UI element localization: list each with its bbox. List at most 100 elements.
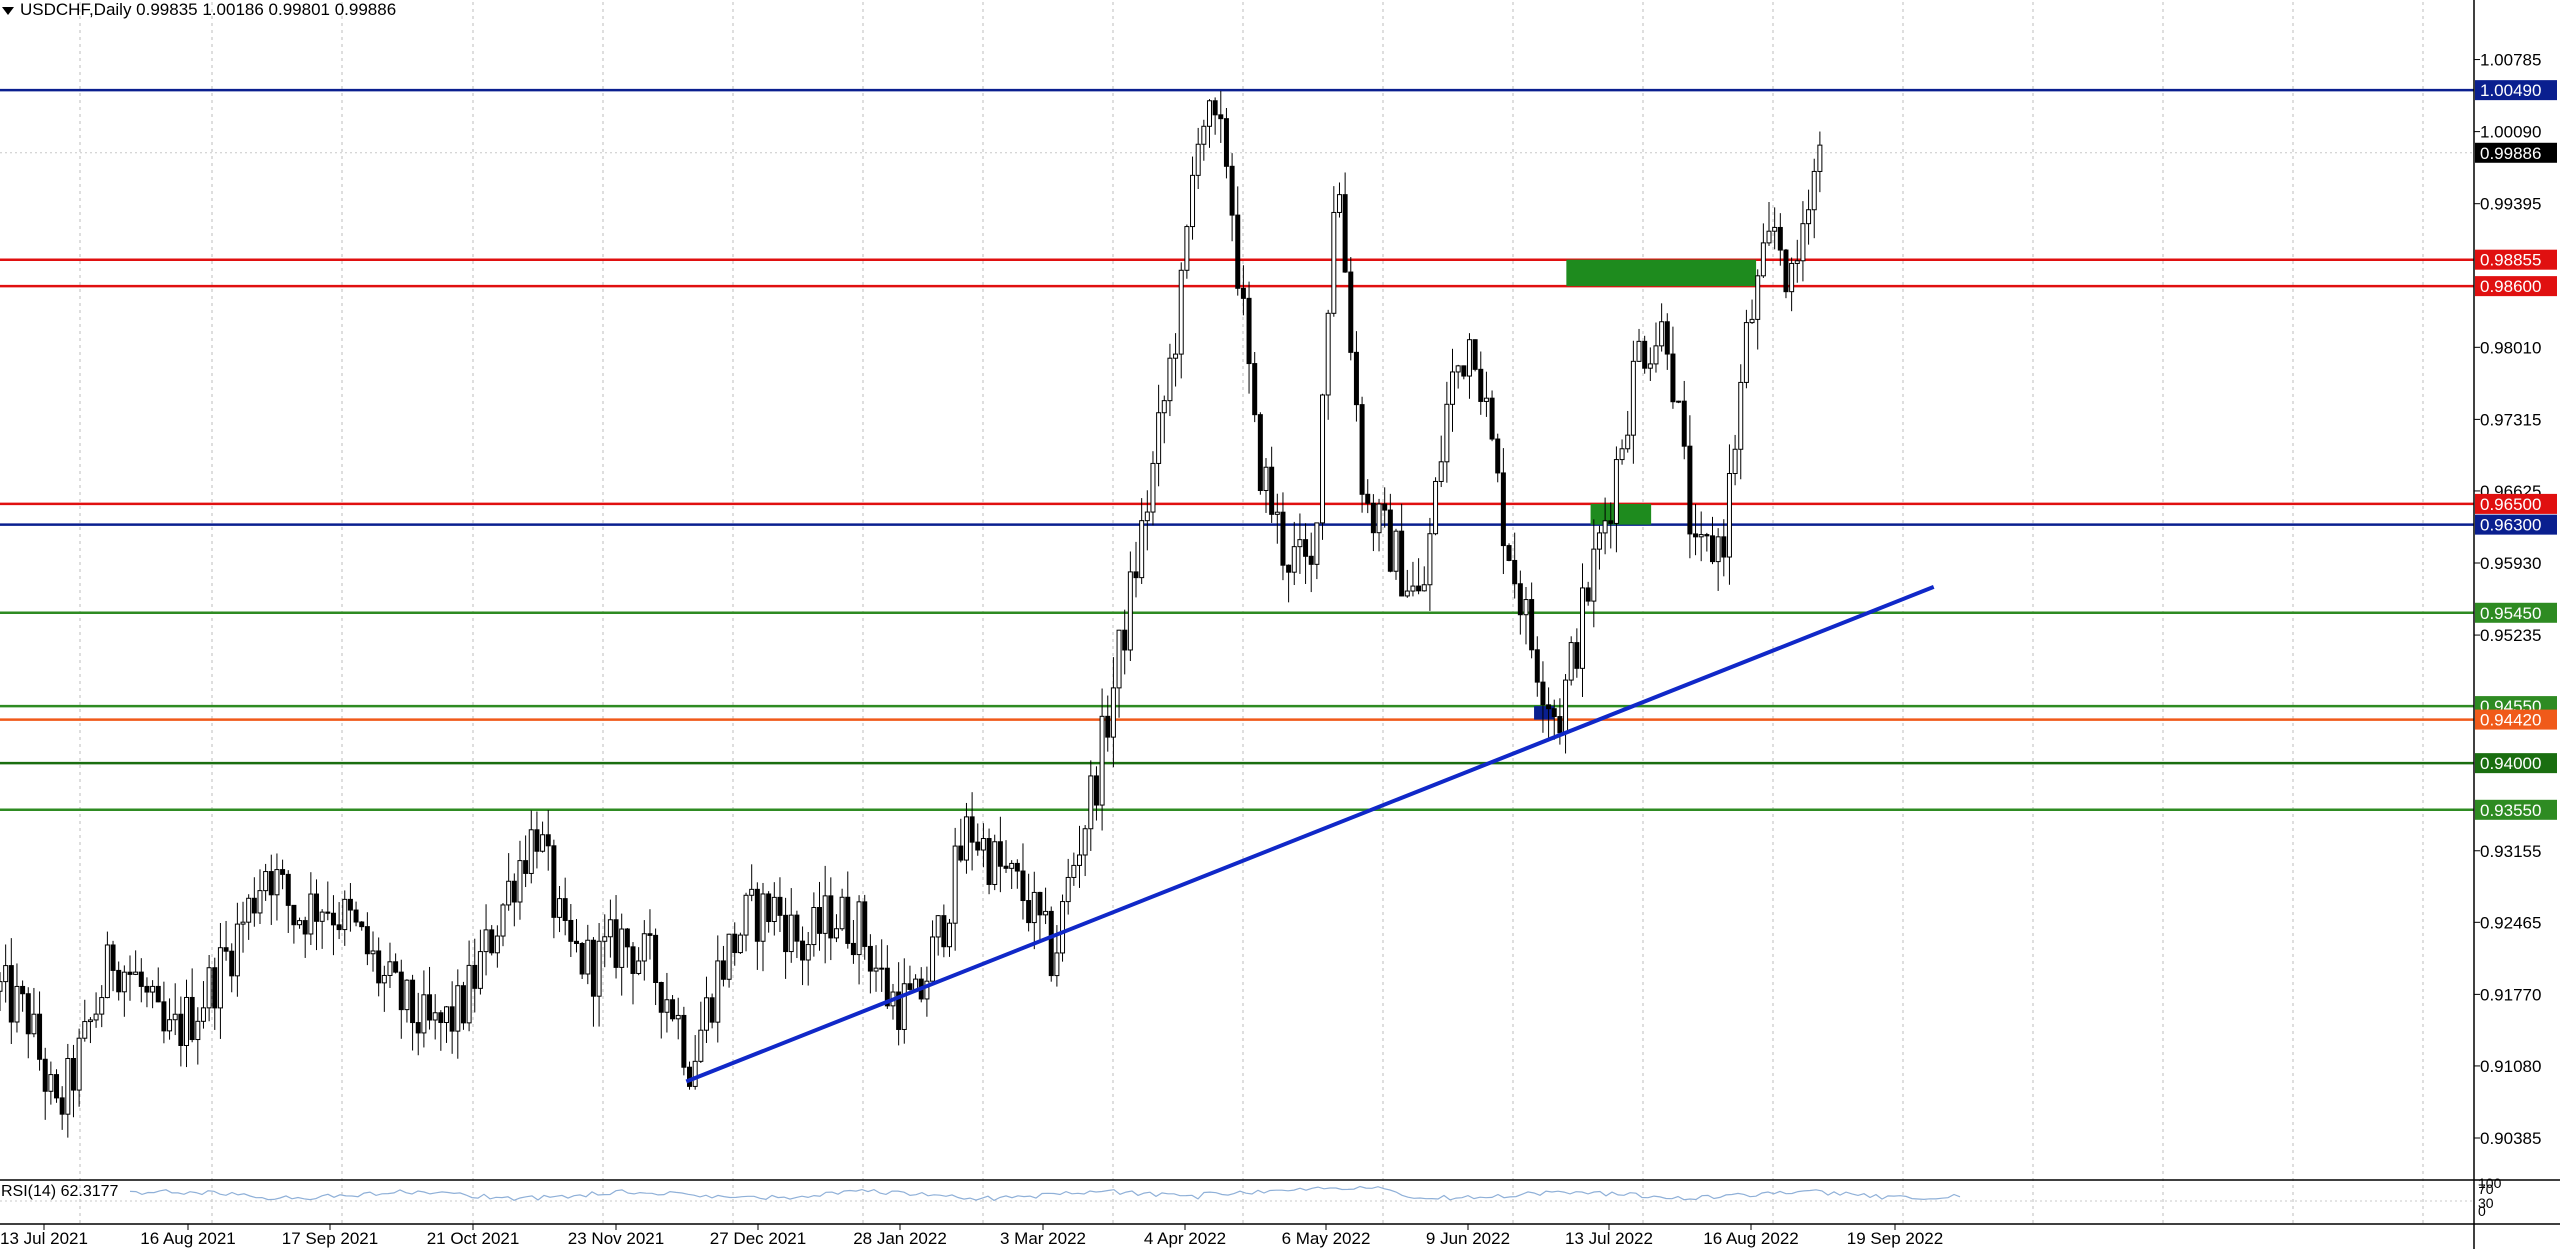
candle — [1088, 760, 1094, 851]
candle-body — [387, 961, 393, 976]
candle-body — [1093, 775, 1099, 806]
candle-body — [540, 834, 546, 852]
candle — [1540, 661, 1546, 733]
candle — [161, 981, 167, 1044]
candle — [545, 809, 551, 871]
candle-body — [1670, 353, 1676, 403]
candle-body — [155, 985, 161, 1003]
candle — [1698, 511, 1704, 562]
candle — [1461, 365, 1467, 380]
zone-2[interactable] — [1534, 706, 1555, 720]
candle-body — [1450, 371, 1456, 405]
candle-body — [251, 897, 257, 914]
candle — [833, 914, 839, 943]
candle-body — [1647, 363, 1653, 369]
candle — [1789, 257, 1795, 312]
candle — [743, 892, 749, 952]
candle-body — [1382, 503, 1388, 511]
candle — [37, 991, 43, 1071]
candle — [528, 810, 534, 884]
candle-body — [1026, 900, 1032, 924]
candle-body — [59, 1097, 65, 1115]
candle — [1625, 410, 1631, 453]
chart-header: USDCHF,Daily 0.99835 1.00186 0.99801 0.9… — [2, 0, 396, 20]
candle — [947, 918, 953, 957]
candle — [1291, 521, 1297, 586]
candle — [1133, 541, 1139, 598]
candle — [1811, 158, 1817, 239]
candle-body — [1574, 642, 1580, 669]
candle — [749, 864, 755, 902]
candle-body — [297, 920, 303, 926]
level-badge — [2475, 276, 2557, 297]
current-price-badge — [2475, 142, 2557, 163]
rsi-series-line — [129, 1185, 1961, 1202]
candle — [924, 966, 930, 1017]
level-badge-label: 0.94000 — [2480, 754, 2541, 773]
candle — [1252, 351, 1258, 423]
candle — [1472, 339, 1478, 372]
candle-body — [455, 985, 461, 1032]
candle-body — [172, 1013, 178, 1021]
candle-body — [1721, 536, 1727, 558]
candle-body — [1495, 438, 1501, 474]
candle — [579, 941, 585, 980]
candle-body — [653, 934, 659, 983]
candle-body — [223, 947, 229, 952]
rsi-scale-label: 30 — [2478, 1195, 2494, 1211]
trendline-support[interactable] — [685, 584, 1935, 1084]
collapse-triangle-icon[interactable] — [2, 6, 14, 15]
candle — [1297, 513, 1303, 574]
candle — [1206, 99, 1212, 148]
time-tick-label: 16 Aug 2021 — [140, 1229, 235, 1248]
candle — [494, 925, 500, 968]
candle-body — [1760, 242, 1766, 277]
candle — [150, 980, 156, 1009]
candle-body — [805, 944, 811, 961]
candle-body — [1014, 862, 1020, 872]
candle — [1653, 322, 1659, 373]
candle — [794, 910, 800, 959]
price-tick-label: 1.00785 — [2480, 51, 2541, 70]
candle — [596, 923, 602, 1027]
candle — [1444, 381, 1450, 483]
candle — [1127, 551, 1133, 662]
candle — [1738, 364, 1744, 480]
candle — [342, 890, 348, 946]
candle — [1065, 858, 1071, 915]
zone-0[interactable] — [1566, 259, 1757, 287]
level-badge-label: 0.94420 — [2480, 711, 2541, 730]
candle — [1257, 412, 1263, 495]
candle — [1359, 396, 1365, 513]
candle-body — [1252, 363, 1258, 416]
candle — [590, 937, 596, 1027]
candle — [1551, 699, 1557, 740]
candle-body — [573, 940, 579, 944]
candle — [896, 962, 902, 1046]
candle — [376, 937, 382, 997]
level-badge — [2475, 602, 2557, 623]
candle-body — [1009, 862, 1015, 869]
candle-body — [1681, 400, 1687, 447]
candle-body — [263, 871, 269, 892]
zone-1[interactable] — [1590, 503, 1652, 525]
time-tick-label: 16 Aug 2022 — [1703, 1229, 1798, 1248]
candle-body — [1336, 194, 1342, 213]
candle-body — [1201, 125, 1207, 145]
candle — [460, 981, 466, 1030]
candle — [449, 981, 455, 1054]
candle-body — [217, 947, 223, 1009]
candle — [427, 966, 433, 1030]
candle-body — [1625, 434, 1631, 450]
trendline[interactable] — [685, 584, 1935, 1084]
candle — [811, 892, 817, 957]
candle — [1613, 446, 1619, 553]
candle — [1766, 202, 1772, 246]
candle — [263, 863, 269, 901]
level-badge-label: 0.93550 — [2480, 801, 2541, 820]
candle-body — [1800, 223, 1806, 262]
candle — [805, 931, 811, 986]
candle-body — [460, 985, 466, 1024]
candle-body — [1755, 275, 1761, 320]
